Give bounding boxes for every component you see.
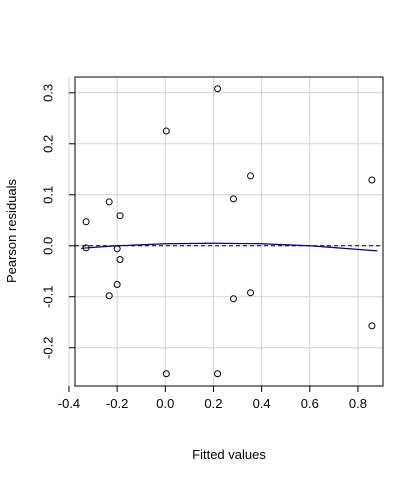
x-tick-label: -0.2 [106,396,128,411]
point [162,370,170,378]
y-tick-label: 0.1 [40,186,55,204]
y-tick-label: -0.1 [40,286,55,308]
point [247,289,255,297]
point [105,198,113,206]
y-tick-label: -0.2 [40,337,55,359]
x-tick-label: -0.4 [58,396,80,411]
smooth-line [80,242,378,252]
point [82,218,90,226]
y-tick-label: 0.2 [40,135,55,153]
point [162,127,170,135]
point [214,370,222,378]
plot-box [74,76,384,387]
point [214,85,222,93]
y-axis-label: Pearson residuals [4,178,19,283]
point [105,292,113,300]
y-tick-label: 0.3 [40,84,55,102]
point [116,212,124,220]
x-tick-label: 0.4 [253,396,271,411]
x-tick-label: 0.8 [349,396,367,411]
point [116,256,124,264]
x-axis-label: Fitted values [192,447,266,462]
point [247,172,255,180]
point [229,195,237,203]
point [368,176,376,184]
x-tick-label: 0.6 [301,396,319,411]
point [229,295,237,303]
point [113,245,121,253]
point [368,322,376,330]
point [82,244,90,252]
y-tick-label: 0.0 [40,237,55,255]
x-tick-label: 0.2 [204,396,222,411]
point [113,281,121,289]
x-tick-label: 0.0 [156,396,174,411]
